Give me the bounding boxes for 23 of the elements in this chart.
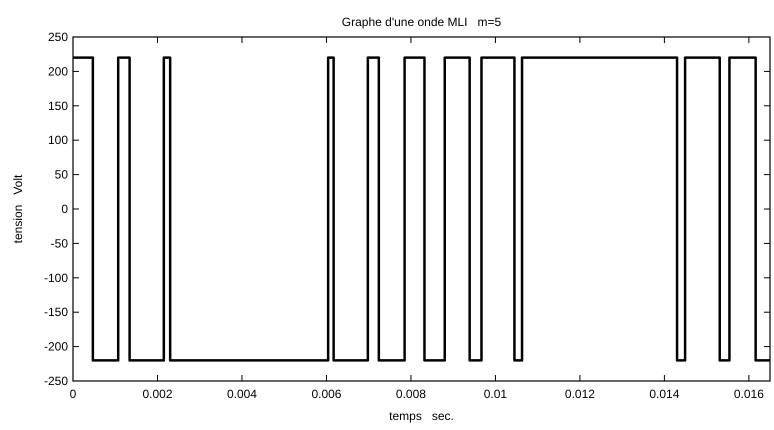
x-tick-label: 0.014 [649,387,680,401]
y-tick-label: 150 [48,98,68,113]
y-axis-title: tension Volt [11,174,25,244]
x-tick-label: 0.012 [564,387,596,401]
x-tick-label: 0.006 [311,387,342,401]
y-tick-label: 0 [61,202,68,216]
y-tick-label: 200 [48,64,68,78]
x-tick-label: 0.016 [734,387,764,401]
y-tick-label: 50 [54,168,68,182]
y-tick-label: -50 [50,236,68,250]
y-tick-label: 250 [48,30,68,44]
y-tick-label: -250 [44,374,68,388]
y-tick-label: -200 [44,340,68,354]
chart-title: Graphe d'une onde MLI m=5 [342,15,502,29]
y-tick-label: -150 [44,305,68,320]
x-tick-label: 0 [70,387,77,401]
x-tick-label: 0.002 [142,387,173,401]
x-axis-title: temps sec. [389,409,454,423]
y-tick-label: -100 [44,270,68,285]
x-tick-label: 0.008 [396,387,426,401]
x-tick-label: 0.004 [226,387,258,401]
x-tick-label: 0.01 [484,387,508,401]
y-tick-label: 100 [48,133,68,148]
